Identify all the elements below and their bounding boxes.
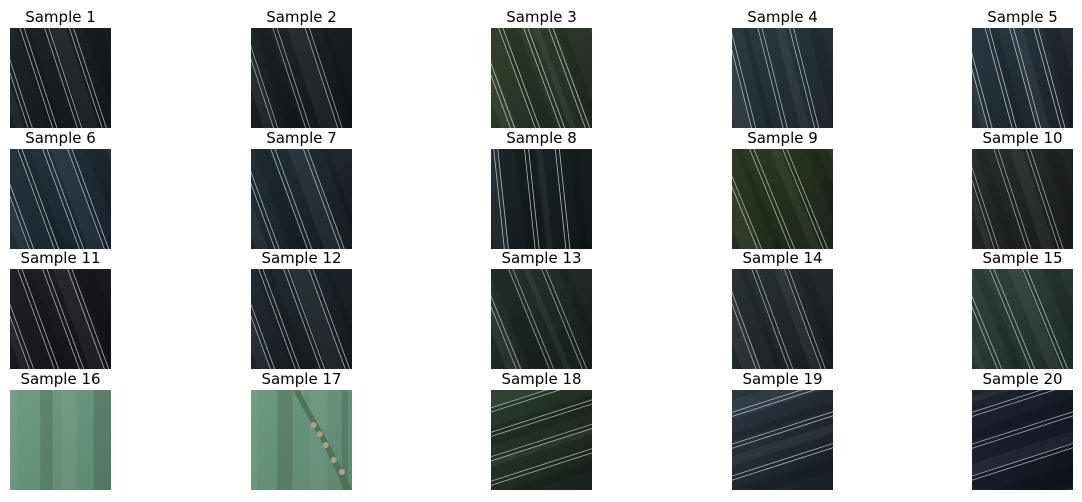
sample-image bbox=[972, 28, 1073, 128]
sample-image bbox=[491, 149, 592, 249]
sample-title: Sample 2 bbox=[266, 8, 337, 26]
sample-image bbox=[491, 390, 592, 490]
sample-image bbox=[732, 149, 833, 249]
sample-image bbox=[491, 28, 592, 128]
sample-title: Sample 14 bbox=[742, 249, 823, 267]
sample-image bbox=[251, 269, 352, 369]
sample-image bbox=[732, 269, 833, 369]
sample-title: Sample 9 bbox=[747, 129, 818, 147]
sample-image bbox=[10, 390, 111, 490]
sample-title: Sample 1 bbox=[25, 8, 96, 26]
sample-title: Sample 16 bbox=[20, 370, 101, 388]
sample-title: Sample 7 bbox=[266, 129, 337, 147]
sample-image bbox=[251, 149, 352, 249]
sample-image bbox=[10, 28, 111, 128]
sample-image bbox=[732, 390, 833, 490]
sample-title: Sample 3 bbox=[506, 8, 577, 26]
sample-title: Sample 6 bbox=[25, 129, 96, 147]
sample-title: Sample 19 bbox=[742, 370, 823, 388]
sample-image bbox=[251, 28, 352, 128]
sample-title: Sample 4 bbox=[747, 8, 818, 26]
sample-image bbox=[972, 390, 1073, 490]
sample-title: Sample 18 bbox=[501, 370, 582, 388]
sample-image bbox=[972, 149, 1073, 249]
sample-title: Sample 13 bbox=[501, 249, 582, 267]
sample-title: Sample 15 bbox=[982, 249, 1063, 267]
sample-image bbox=[732, 28, 833, 128]
sample-image bbox=[972, 269, 1073, 369]
sample-image bbox=[10, 149, 111, 249]
sample-title: Sample 10 bbox=[982, 129, 1063, 147]
sample-image bbox=[251, 390, 352, 490]
sample-image bbox=[491, 269, 592, 369]
sample-title: Sample 11 bbox=[20, 249, 101, 267]
sample-title: Sample 12 bbox=[261, 249, 342, 267]
sample-image bbox=[10, 269, 111, 369]
sample-title: Sample 8 bbox=[506, 129, 577, 147]
sample-title: Sample 20 bbox=[982, 370, 1063, 388]
sample-title: Sample 17 bbox=[261, 370, 342, 388]
sample-title: Sample 5 bbox=[987, 8, 1058, 26]
